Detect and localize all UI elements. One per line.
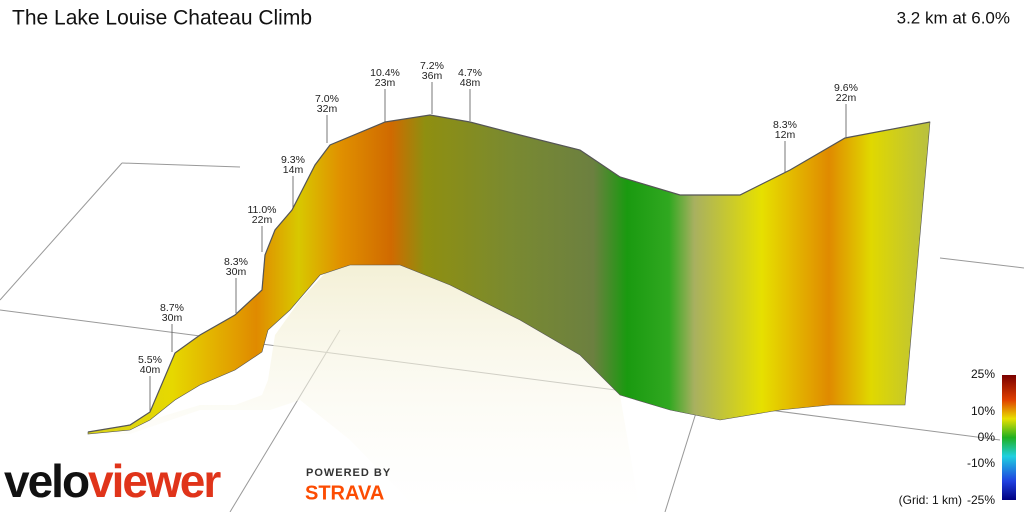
profile-shadow xyxy=(88,262,640,512)
grade-label: 9.6% xyxy=(834,82,858,94)
summary: 3.2 km at 6.0% xyxy=(897,8,1010,27)
profile-edge xyxy=(87,114,931,433)
grade-label: 9.3% xyxy=(281,154,305,166)
length-label: 32m xyxy=(317,103,338,115)
scale-label: 0% xyxy=(978,430,996,444)
scale-label: -25% xyxy=(967,493,995,507)
grade-label: 8.3% xyxy=(773,119,797,131)
grade-label: 8.7% xyxy=(160,302,184,314)
grade-label: 10.4% xyxy=(370,67,400,79)
logo: veloviewer xyxy=(4,455,221,507)
grade-label: 5.5% xyxy=(138,354,162,366)
scale-label: 10% xyxy=(971,404,995,418)
logo-part: velo xyxy=(4,455,89,507)
powered-by: POWERED BY xyxy=(306,467,391,479)
legend: 25% 10% 0% -10% -25% (Grid: 1 km) xyxy=(899,367,996,507)
length-label: 36m xyxy=(422,70,443,82)
length-label: 22m xyxy=(252,214,273,226)
length-label: 23m xyxy=(375,77,396,89)
grade-label: 4.7% xyxy=(458,67,482,79)
annotations: 5.5%40m8.7%30m8.3%30m11.0%22m9.3%14m7.0%… xyxy=(138,60,858,412)
length-label: 40m xyxy=(140,364,161,376)
scale-label: 25% xyxy=(971,367,995,381)
length-label: 22m xyxy=(836,92,857,104)
grade-label: 7.2% xyxy=(420,60,444,72)
grade-label: 11.0% xyxy=(248,204,277,216)
length-label: 30m xyxy=(226,266,247,278)
length-label: 30m xyxy=(162,312,183,324)
color-scale xyxy=(1002,375,1016,500)
strava: STRAVA xyxy=(305,482,384,504)
scale-label: -10% xyxy=(967,456,995,470)
length-label: 12m xyxy=(775,129,796,141)
grade-label: 8.3% xyxy=(224,256,248,268)
title: The Lake Louise Chateau Climb xyxy=(12,7,312,30)
logo-part: viewer xyxy=(88,455,221,507)
grade-label: 7.0% xyxy=(315,93,339,105)
length-label: 48m xyxy=(460,77,481,89)
grid-note: (Grid: 1 km) xyxy=(899,493,962,507)
length-label: 14m xyxy=(283,164,304,176)
